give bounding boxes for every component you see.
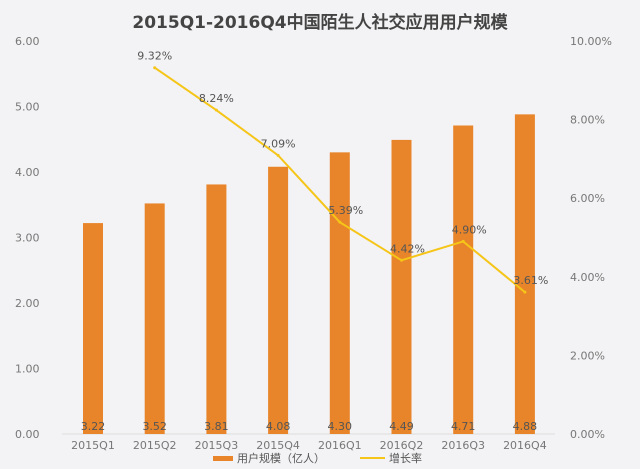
legend-label-bar: 用户规模（亿人） [237, 451, 325, 465]
line-data-label: 5.39% [328, 204, 363, 217]
bar [144, 203, 165, 434]
bar-data-label: 4.71 [451, 420, 476, 433]
line-point [276, 153, 280, 157]
y-left-tick: 3.00 [15, 232, 40, 245]
y-right-tick: 10.00% [570, 35, 612, 48]
y-left-tick: 4.00 [15, 166, 40, 179]
line-point [214, 108, 218, 112]
bar [268, 166, 289, 434]
x-tick: 2016Q1 [318, 439, 362, 452]
line-data-label: 3.61% [513, 274, 548, 287]
bar-data-label: 3.52 [142, 420, 167, 433]
bar-data-label: 4.49 [389, 420, 414, 433]
bar-data-label: 3.81 [204, 420, 229, 433]
y-left-tick: 5.00 [15, 101, 40, 114]
bar [453, 125, 474, 435]
x-tick: 2016Q2 [380, 439, 424, 452]
bar [514, 114, 535, 435]
y-right-tick: 4.00% [570, 271, 605, 284]
bar-data-label: 4.08 [266, 420, 291, 433]
y-left-tick: 6.00 [15, 35, 40, 48]
line-data-label: 8.24% [199, 92, 234, 105]
x-tick: 2015Q3 [195, 439, 239, 452]
line-point [461, 239, 465, 243]
bar-data-label: 4.30 [328, 420, 353, 433]
legend: 用户规模（亿人） 增长率 [213, 451, 422, 465]
line-data-label: 7.09% [261, 137, 296, 150]
legend-label-line: 增长率 [389, 451, 422, 465]
line-data-label: 4.42% [390, 242, 425, 255]
line-point [400, 258, 403, 262]
y-left-tick: 0.00 [15, 428, 40, 441]
y-right-tick: 0.00% [570, 428, 605, 441]
line-point [523, 290, 527, 294]
bar [391, 139, 412, 434]
bar [83, 223, 103, 434]
chart-title: 2015Q1-2016Q4中国陌生人社交应用用户规模 [132, 12, 508, 33]
x-tick: 2015Q1 [71, 439, 115, 452]
x-tick: 2016Q4 [503, 439, 547, 452]
bar-data-label: 4.88 [513, 420, 538, 433]
line-data-label: 9.32% [137, 50, 172, 63]
y-right-tick: 6.00% [570, 192, 605, 205]
bar-data-label: 3.22 [81, 420, 106, 433]
line-point [153, 66, 157, 70]
x-tick: 2015Q4 [256, 439, 300, 452]
y-right-tick: 2.00% [570, 349, 605, 362]
line-point [338, 220, 342, 224]
y-left-tick: 2.00 [15, 297, 40, 310]
y-left-tick: 1.00 [15, 363, 40, 376]
y-right-tick: 8.00% [570, 114, 605, 127]
bar [329, 152, 350, 434]
x-tick: 2016Q3 [441, 439, 485, 452]
bar [206, 184, 227, 434]
line-data-label: 4.90% [452, 223, 487, 236]
legend-swatch-bar [213, 456, 233, 461]
x-tick: 2015Q2 [133, 439, 177, 452]
